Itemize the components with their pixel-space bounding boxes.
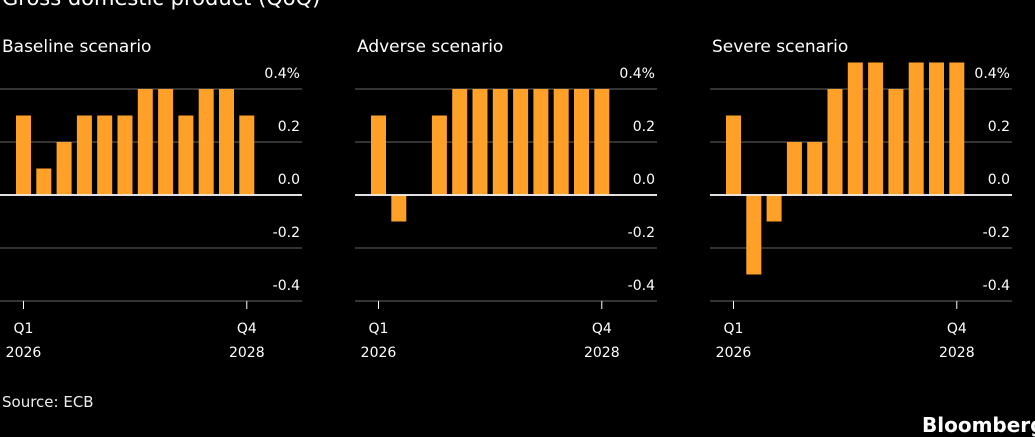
- y-tick-label: -0.4: [983, 278, 1010, 294]
- x-tick-label-quarter: Q1: [14, 321, 34, 337]
- bar: [431, 115, 447, 195]
- y-tick-label: -0.4: [273, 278, 300, 294]
- chart-panels: Baseline scenario 0.4% 0.2 0.0 -0.2 -0.4 Q1 202…: [0, 37, 1012, 361]
- panel-title: Severe scenario: [712, 37, 848, 57]
- bar: [513, 89, 529, 195]
- bar: [492, 89, 508, 195]
- bar: [949, 62, 965, 195]
- bar: [16, 115, 31, 195]
- bar: [178, 115, 194, 195]
- bar: [137, 89, 153, 195]
- x-tick-label-year: 2028: [584, 345, 620, 361]
- chart-title: Gross domestic product (QoQ): [2, 0, 320, 10]
- bar: [56, 142, 72, 195]
- bar: [198, 89, 214, 195]
- bar: [391, 195, 407, 222]
- panel-title: Adverse scenario: [357, 37, 503, 57]
- x-tick-label-year: 2026: [716, 345, 752, 361]
- y-tick-label: -0.2: [273, 225, 300, 241]
- bar: [472, 89, 488, 195]
- bar: [827, 89, 843, 195]
- bar: [36, 168, 52, 195]
- bar: [533, 89, 549, 195]
- y-tick-label: 0.4%: [974, 66, 1010, 82]
- bar: [553, 89, 569, 195]
- x-tick-label-year: 2026: [361, 345, 397, 361]
- x-tick-label-quarter: Q1: [369, 321, 389, 337]
- bar: [239, 115, 255, 195]
- bar: [726, 115, 741, 195]
- x-tick-label-year: 2028: [939, 345, 975, 361]
- bar: [452, 89, 468, 195]
- x-tick-label-quarter: Q4: [947, 321, 967, 337]
- x-tick-label-quarter: Q1: [724, 321, 744, 337]
- y-tick-label: -0.2: [628, 225, 655, 241]
- bar: [117, 115, 133, 195]
- y-tick-label: 0.0: [278, 172, 300, 188]
- bar: [219, 89, 234, 195]
- x-tick-label-year: 2028: [229, 345, 265, 361]
- y-tick-label: 0.2: [278, 119, 300, 135]
- y-tick-label: 0.2: [988, 119, 1010, 135]
- bar: [371, 115, 386, 195]
- bar: [574, 89, 589, 195]
- x-tick-label-year: 2026: [6, 345, 42, 361]
- y-tick-label: 0.0: [633, 172, 655, 188]
- bar: [76, 115, 92, 195]
- bar: [97, 115, 113, 195]
- bar: [868, 62, 884, 195]
- bar: [908, 62, 924, 195]
- bar: [929, 62, 944, 195]
- bar: [807, 142, 823, 195]
- bar: [594, 89, 610, 195]
- bar: [888, 89, 904, 195]
- bar: [746, 195, 762, 275]
- bar: [766, 195, 782, 222]
- y-tick-label: 0.2: [633, 119, 655, 135]
- y-tick-label: 0.4%: [619, 66, 655, 82]
- y-tick-label: -0.4: [628, 278, 655, 294]
- y-tick-label: 0.4%: [264, 66, 300, 82]
- bloomberg-logo: Bloomberg: [922, 413, 1035, 437]
- x-tick-label-quarter: Q4: [237, 321, 257, 337]
- y-tick-label: 0.0: [988, 172, 1010, 188]
- bar: [786, 142, 802, 195]
- bar: [158, 89, 174, 195]
- y-tick-label: -0.2: [983, 225, 1010, 241]
- source-note: Source: ECB: [2, 393, 94, 411]
- panel-title: Baseline scenario: [2, 37, 151, 57]
- bar: [847, 62, 863, 195]
- x-tick-label-quarter: Q4: [592, 321, 612, 337]
